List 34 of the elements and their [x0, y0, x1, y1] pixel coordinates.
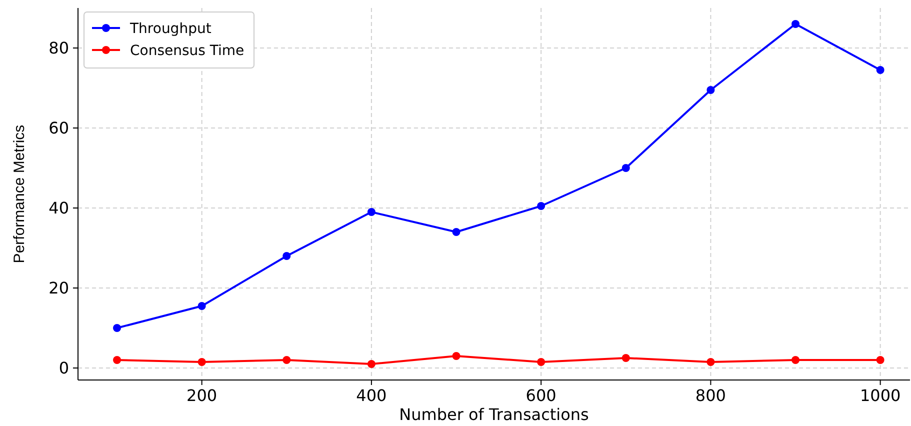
y-tick-label: 60 [48, 118, 69, 138]
point [452, 352, 460, 360]
point [452, 228, 460, 236]
legend-label: Consensus Time [130, 42, 244, 59]
point [876, 356, 884, 364]
point [706, 358, 715, 366]
point [792, 356, 800, 364]
y-axis-title: Performance Metrics [11, 124, 28, 264]
point [792, 20, 800, 28]
point [622, 354, 630, 362]
x-tick-label: 400 [356, 386, 387, 405]
point [113, 356, 122, 364]
x-tick-label: 800 [695, 386, 726, 405]
y-tick-label: 40 [48, 198, 69, 218]
y-tick-label: 80 [48, 38, 69, 58]
x-tick-label: 600 [526, 386, 556, 405]
point [282, 252, 291, 260]
point [706, 86, 715, 94]
legend-label: Throughput [129, 20, 212, 37]
point [622, 164, 630, 172]
point [537, 202, 546, 210]
point [198, 358, 206, 366]
x-tick-label: 1000 [860, 386, 901, 405]
point [876, 66, 884, 74]
point [537, 358, 546, 366]
point [198, 302, 206, 310]
point [282, 356, 291, 364]
x-axis-title: Number of Transactions [399, 405, 589, 424]
y-tick-label: 0 [58, 358, 69, 378]
point [113, 324, 122, 332]
y-tick-label: 20 [48, 278, 69, 298]
x-tick-label: 200 [186, 386, 218, 405]
point [367, 360, 376, 368]
point [367, 208, 376, 216]
